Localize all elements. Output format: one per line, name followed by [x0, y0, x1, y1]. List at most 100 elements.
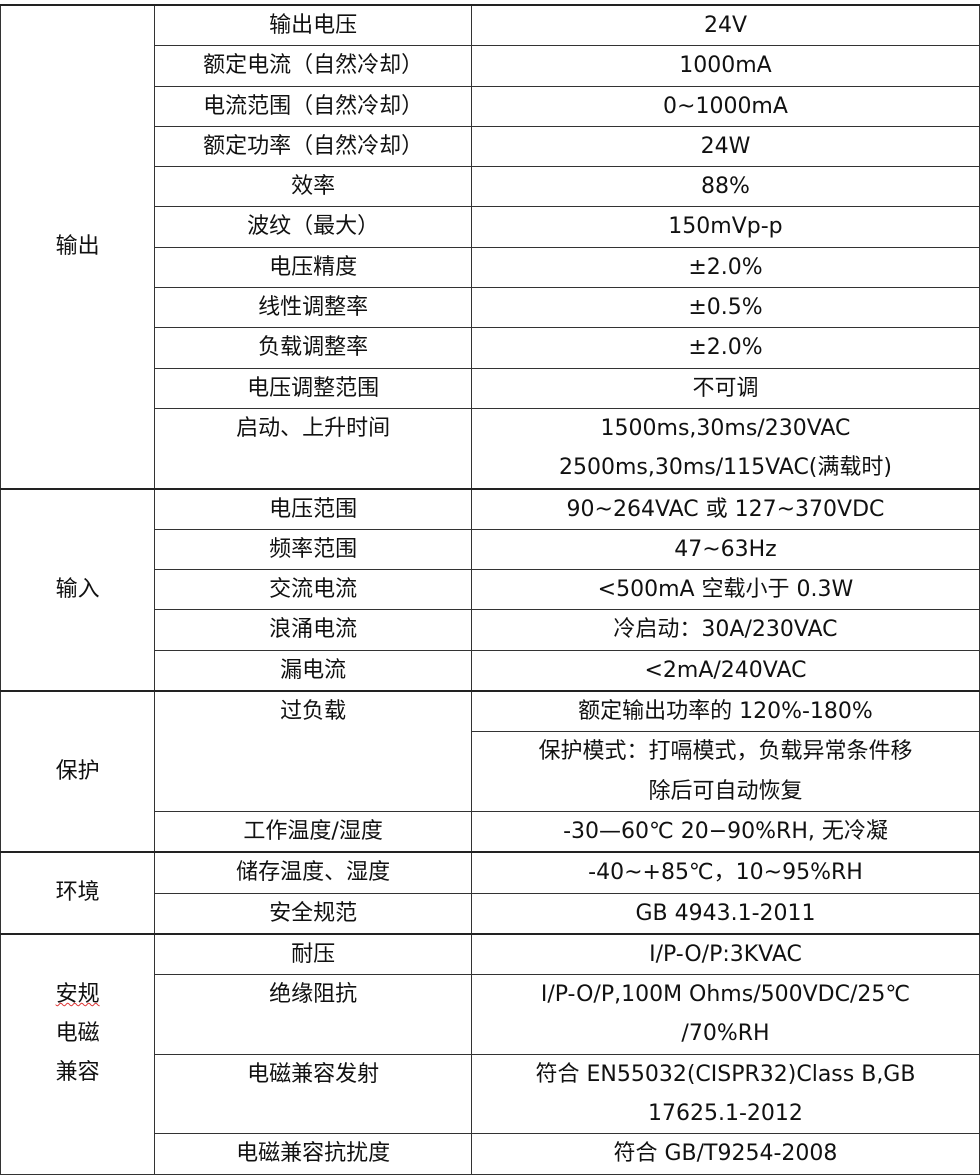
param-label: 安全规范: [269, 900, 358, 926]
param-cell: 频率范围: [154, 528, 472, 571]
param-label: 电压精度: [269, 254, 358, 280]
value-text: I/P-O/P,100M Ohms/500VDC/25℃: [540, 982, 911, 1008]
param-label: 效率: [291, 174, 336, 200]
param-label: 过负载: [280, 699, 347, 725]
table-row: 额定电流（自然冷却） 1000mA: [1, 45, 980, 87]
table-row: 环境 储存温度、湿度 -40~+85℃，10~95%RH: [0, 851, 980, 935]
group-label-cell: 环境: [0, 851, 156, 935]
value-cell: 1500ms,30ms/230VAC 2500ms,30ms/115VAC(满载时…: [470, 407, 980, 490]
value-cell: 1000mA: [470, 45, 980, 87]
param-label: 工作温度/湿度: [243, 818, 383, 844]
value-text: -30—60℃ 20−90%RH, 无冷凝: [563, 818, 888, 844]
param-label: 电磁兼容发射: [247, 1061, 380, 1087]
param-cell: 耐压: [154, 932, 472, 976]
param-cell: 输出电压: [154, 4, 472, 47]
param-label: 浪涌电流: [269, 617, 358, 643]
value-cell: 24W: [470, 125, 980, 168]
value-text: 150mVp-p: [668, 214, 783, 240]
param-cell: 负载调整率: [154, 327, 472, 369]
param-cell: 储存温度、湿度: [154, 851, 472, 894]
value-cell: ±2.0%: [470, 246, 980, 289]
table-row: 电磁兼容发射 符合 EN55032(CISPR32)Class B,GB 17625…: [1, 1053, 980, 1135]
value-text: 88%: [701, 174, 750, 200]
value-text: 17625.1-2012: [648, 1101, 803, 1127]
value-text: 2500ms,30ms/115VAC(满载时): [558, 455, 892, 481]
value-text: <2mA/240VAC: [644, 657, 807, 683]
param-label: 输出电压: [269, 13, 358, 38]
param-cell: 工作温度/湿度: [154, 810, 472, 853]
spec-table-body: 输出 输出电压 24V 额定电流（自然冷却） 1000mA 电流范围（自然冷却） 0~100…: [0, 4, 980, 1175]
value-cell: ±0.5%: [470, 287, 980, 329]
param-cell: 电压精度: [154, 246, 472, 289]
value-text: 除后可自动恢复: [648, 778, 803, 804]
param-label: 电流范围（自然冷却）: [203, 93, 424, 119]
param-cell: 电压范围: [154, 487, 472, 530]
value-text: 符合 GB/T9254-2008: [613, 1141, 838, 1167]
param-label: 绝缘阻抗: [269, 982, 358, 1008]
param-label: 储存温度、湿度: [236, 860, 391, 886]
value-text: ±2.0%: [688, 254, 763, 280]
value-cell: 符合 EN55032(CISPR32)Class B,GB 17625.1-201…: [470, 1053, 980, 1135]
value-cell: 24V: [470, 4, 980, 47]
value-text: GB 4943.1-2011: [635, 900, 816, 926]
value-cell: 88%: [470, 166, 980, 208]
table-row: 电压调整范围 不可调: [1, 367, 980, 409]
value-text: I/P-O/P:3KVAC: [649, 941, 802, 967]
table-row: 输出 输出电压 24V: [0, 4, 980, 490]
value-cell: -40~+85℃，10~95%RH: [470, 851, 980, 894]
value-cell: 0~1000mA: [470, 85, 980, 127]
table-row: 频率范围 47~63Hz: [1, 528, 980, 571]
param-label: 耐压: [291, 941, 336, 967]
value-text: 符合 EN55032(CISPR32)Class B,GB: [535, 1061, 916, 1087]
table-row: 保护模式：打嗝模式，负载异常条件移 除后可自动恢复: [1, 731, 980, 812]
param-cell: 效率: [154, 166, 472, 208]
value-cell: 冷启动：30A/230VAC: [470, 609, 980, 651]
group-label: 保护: [55, 758, 100, 784]
group-label: 输入: [55, 577, 100, 603]
param-cell: 安全规范: [154, 892, 472, 935]
table-row: 线性调整率 ±0.5%: [1, 287, 980, 329]
param-label: 电磁兼容抗扰度: [236, 1141, 391, 1167]
value-cell: GB 4943.1-2011: [470, 892, 980, 935]
spec-table: 输出 输出电压 24V 额定电流（自然冷却） 1000mA 电流范围（自然冷却） 0~100…: [0, 4, 980, 1175]
table-row: 工作温度/湿度 -30—60℃ 20−90%RH, 无冷凝: [1, 810, 980, 853]
param-cell: 波纹（最大）: [154, 206, 472, 248]
param-cell: 电压调整范围: [154, 367, 472, 409]
group-label-cell: 保护: [0, 690, 156, 853]
param-cell: 过负载: [154, 690, 472, 812]
param-label: 负载调整率: [258, 335, 369, 361]
table-row: 负载调整率 ±2.0%: [1, 327, 980, 369]
table-row: 交流电流 <500mA 空载小于 0.3W: [1, 569, 980, 611]
value-cell: I/P-O/P:3KVAC: [470, 932, 980, 976]
param-label: 漏电流: [280, 657, 347, 683]
value-text: 24W: [700, 133, 751, 159]
value-text: 0~1000mA: [663, 93, 788, 119]
group-label: 输出: [55, 234, 100, 260]
param-cell: 漏电流: [154, 649, 472, 692]
param-cell: 额定功率（自然冷却）: [154, 125, 472, 168]
value-cell: 额定输出功率的 120%-180%: [470, 690, 980, 733]
param-cell: 电流范围（自然冷却）: [154, 85, 472, 127]
value-text: 不可调: [692, 375, 759, 401]
param-cell: 浪涌电流: [154, 609, 472, 651]
value-text: 冷启动：30A/230VAC: [613, 617, 838, 643]
param-label: 额定功率（自然冷却）: [203, 133, 424, 159]
value-cell: <2mA/240VAC: [470, 649, 980, 692]
value-cell: 不可调: [470, 367, 980, 409]
param-cell: 交流电流: [154, 569, 472, 611]
value-text: 90~264VAC 或 127~370VDC: [566, 496, 885, 522]
param-label: 额定电流（自然冷却）: [203, 53, 424, 79]
table-row: 漏电流 <2mA/240VAC: [1, 649, 980, 692]
value-cell: 90~264VAC 或 127~370VDC: [470, 487, 980, 530]
value-text: <500mA 空载小于 0.3W: [597, 577, 854, 603]
param-label: 电压调整范围: [247, 375, 380, 401]
param-label: 波纹（最大）: [247, 214, 380, 240]
table-row: 电流范围（自然冷却） 0~1000mA: [1, 85, 980, 127]
param-label: 频率范围: [269, 536, 358, 562]
table-row: 波纹（最大） 150mVp-p: [1, 206, 980, 248]
group-label: 安规: [55, 981, 100, 1007]
value-cell: -30—60℃ 20−90%RH, 无冷凝: [470, 810, 980, 853]
value-cell: ±2.0%: [470, 327, 980, 369]
table-row: 输入 电压范围 90~264VAC 或 127~370VDC: [0, 487, 980, 692]
value-text: 保护模式：打嗝模式，负载异常条件移: [538, 739, 913, 765]
